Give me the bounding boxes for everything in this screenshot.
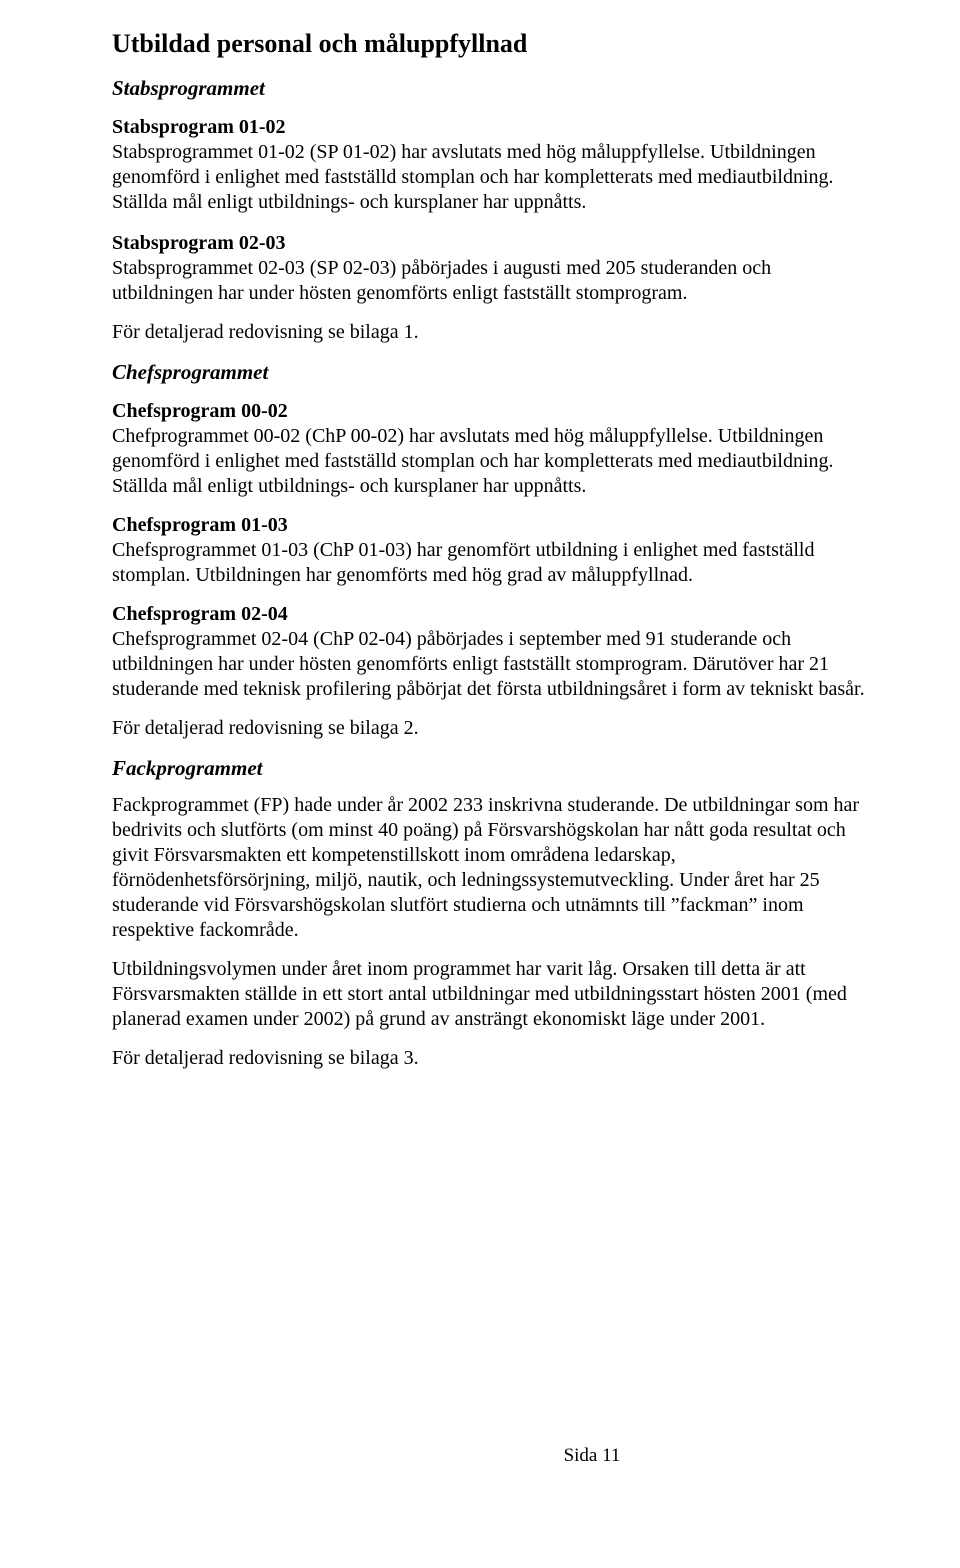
chefs-0002-heading: Chefsprogram 00-02 [112, 399, 874, 424]
stabs-detail-ref: För detaljerad redovisning se bilaga 1. [112, 320, 874, 345]
fack-intro: Fackprogrammet (FP) hade under år 2002 2… [112, 793, 874, 943]
page-title: Utbildad personal och måluppfyllnad [112, 28, 874, 61]
page-content: Utbildad personal och måluppfyllnad Stab… [112, 28, 874, 1528]
stabs-section-title: Stabsprogrammet [112, 75, 874, 101]
chefs-0204-body: Chefsprogrammet 02-04 (ChP 02-04) påbörj… [112, 627, 874, 702]
chefs-0103-heading: Chefsprogram 01-03 [112, 513, 874, 538]
page-footer: Sida 11 [112, 1444, 960, 1468]
fack-volume: Utbildningsvolymen under året inom progr… [112, 957, 874, 1032]
stabs-0203-body: Stabsprogrammet 02-03 (SP 02-03) påbörja… [112, 256, 874, 306]
chefs-detail-ref: För detaljerad redovisning se bilaga 2. [112, 716, 874, 741]
stabs-0102-body: Stabsprogrammet 01-02 (SP 01-02) har avs… [112, 140, 874, 215]
chefs-section-title: Chefsprogrammet [112, 359, 874, 385]
fack-detail-ref: För detaljerad redovisning se bilaga 3. [112, 1046, 874, 1071]
fack-section-title: Fackprogrammet [112, 755, 874, 781]
chefs-0103-body: Chefsprogrammet 01-03 (ChP 01-03) har ge… [112, 538, 874, 588]
stabs-0203-heading: Stabsprogram 02-03 [112, 231, 874, 256]
chefs-0002-body: Chefprogrammet 00-02 (ChP 00-02) har avs… [112, 424, 874, 499]
chefs-0204-heading: Chefsprogram 02-04 [112, 602, 874, 627]
stabs-0102-heading: Stabsprogram 01-02 [112, 115, 874, 140]
